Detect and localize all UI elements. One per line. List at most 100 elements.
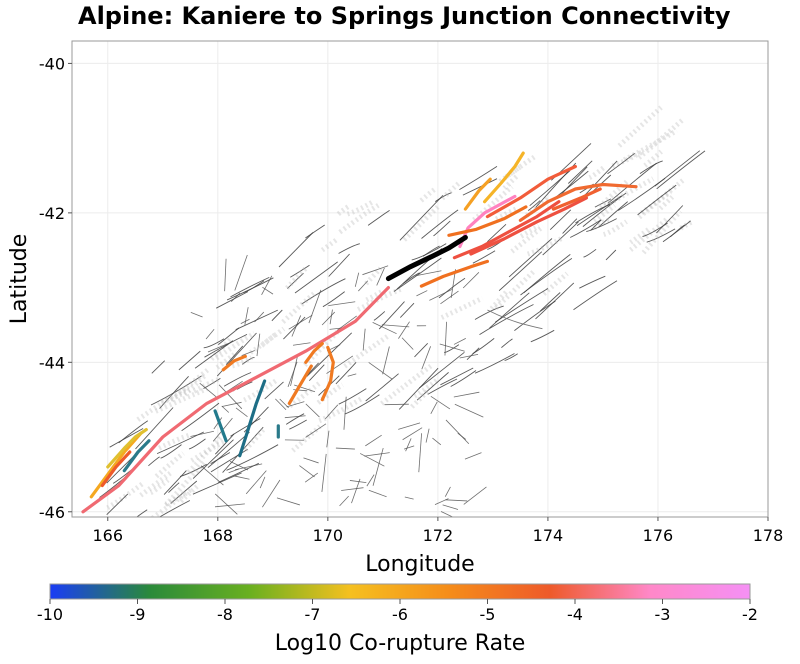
context-fault-trace	[372, 447, 384, 486]
rupture-trace	[551, 187, 602, 211]
context-fault-trace	[445, 419, 470, 445]
context-fault-trace	[351, 478, 361, 504]
context-fault-trace	[364, 266, 383, 286]
context-fault-trace	[341, 487, 364, 491]
context-fault-trace	[284, 415, 306, 419]
context-fault-trace	[535, 282, 575, 320]
context-fault-trace	[629, 226, 651, 245]
context-fault-trace	[325, 404, 339, 420]
context-fault-trace	[562, 218, 578, 234]
context-fault-trace	[349, 480, 367, 483]
context-fault-trace	[440, 367, 474, 386]
context-fault-trace	[190, 438, 227, 463]
context-fault-trace	[229, 461, 249, 471]
y-tick-label: -46	[39, 503, 65, 522]
context-fault-trace	[402, 427, 423, 441]
rupture-trace	[483, 151, 525, 204]
context-fault-trace	[279, 398, 289, 409]
context-fault-trace	[215, 352, 236, 370]
context-fault-trace	[445, 499, 468, 502]
context-fault-trace	[109, 428, 144, 448]
map-title: Alpine: Kaniere to Springs Junction Conn…	[78, 2, 731, 30]
context-fault-trace	[459, 166, 498, 190]
context-fault-trace	[224, 258, 227, 292]
context-fault-trace	[432, 437, 442, 446]
context-fault-trace	[429, 289, 453, 301]
context-fault-trace	[498, 153, 538, 184]
context-fault-trace	[261, 275, 273, 296]
context-fault-trace	[305, 403, 320, 418]
context-fault-trace	[539, 292, 561, 312]
context-fault-trace	[359, 453, 385, 467]
context-fault-trace	[318, 396, 364, 424]
context-fault-trace	[299, 465, 315, 478]
context-fault-trace	[459, 353, 479, 359]
context-fault-trace	[241, 357, 255, 365]
context-fault-trace	[215, 291, 249, 309]
context-fault-trace	[366, 474, 375, 487]
rupture-trace	[221, 354, 247, 372]
context-fault-trace	[498, 251, 543, 292]
context-fault-trace	[199, 382, 219, 399]
colorbar-tick-label: -8	[217, 605, 233, 624]
context-fault-trace	[283, 316, 306, 340]
x-tick-label: 178	[753, 526, 784, 545]
y-axis-title: Latitude	[7, 234, 32, 325]
context-fault-trace	[303, 330, 340, 368]
context-fault-trace	[216, 332, 257, 377]
context-fault-trace	[163, 470, 187, 495]
context-fault-trace	[136, 509, 148, 517]
context-fault-trace	[602, 219, 628, 237]
context-fault-trace	[328, 253, 350, 277]
x-axis-title: Longitude	[365, 552, 474, 577]
context-fault-trace	[656, 205, 684, 234]
context-fault-trace	[472, 250, 496, 264]
y-axis-ticks: -40 -42 -44 -46	[39, 54, 72, 522]
context-fault-trace	[399, 302, 415, 318]
context-fault-trace	[288, 314, 313, 330]
context-fault-trace	[440, 295, 484, 320]
context-fault-trace	[159, 375, 189, 409]
context-fault-trace	[291, 424, 322, 453]
context-fault-trace	[190, 430, 214, 437]
context-fault-trace	[214, 331, 256, 361]
rupture-trace	[106, 428, 148, 469]
context-fault-trace	[453, 337, 466, 345]
context-fault-trace	[415, 270, 442, 277]
rupture-trace	[452, 200, 561, 260]
context-fault-trace	[576, 195, 622, 226]
x-tick-label: 166	[92, 526, 123, 545]
context-fault-trace	[303, 457, 319, 464]
rupture-trace	[100, 450, 132, 488]
colorbar-tick-label: -2	[742, 605, 758, 624]
gridlines	[72, 41, 769, 517]
context-fault-trace	[158, 500, 191, 517]
context-fault-trace	[444, 321, 447, 356]
context-fault-trace	[160, 444, 182, 459]
context-fault-trace	[328, 301, 356, 307]
context-fault-trace	[656, 150, 706, 190]
colorbar-tick-label: -10	[37, 605, 63, 624]
context-fault-trace	[643, 149, 663, 168]
context-fault-trace	[205, 328, 215, 340]
context-fault-trace	[527, 200, 541, 211]
colorbar-tick-label: -7	[305, 605, 321, 624]
context-fault-trace	[418, 351, 465, 389]
rupture-trace	[304, 342, 324, 364]
y-tick-label: -40	[39, 54, 65, 73]
context-fault-trace	[290, 354, 299, 387]
x-tick-label: 176	[643, 526, 674, 545]
context-fault-trace	[321, 311, 336, 326]
context-fault-trace	[190, 311, 203, 318]
context-fault-trace	[567, 160, 593, 184]
context-fault-trace	[243, 377, 280, 403]
context-fault-trace	[381, 324, 410, 328]
context-fault-trace	[658, 195, 675, 211]
context-fault-trace	[148, 456, 160, 467]
x-tick-label: 168	[203, 526, 234, 545]
context-fault-trace	[154, 386, 208, 414]
context-fault-trace	[236, 381, 253, 390]
context-fault-trace	[321, 453, 327, 493]
context-fault-trace	[285, 266, 308, 290]
context-fault-trace	[440, 180, 462, 201]
